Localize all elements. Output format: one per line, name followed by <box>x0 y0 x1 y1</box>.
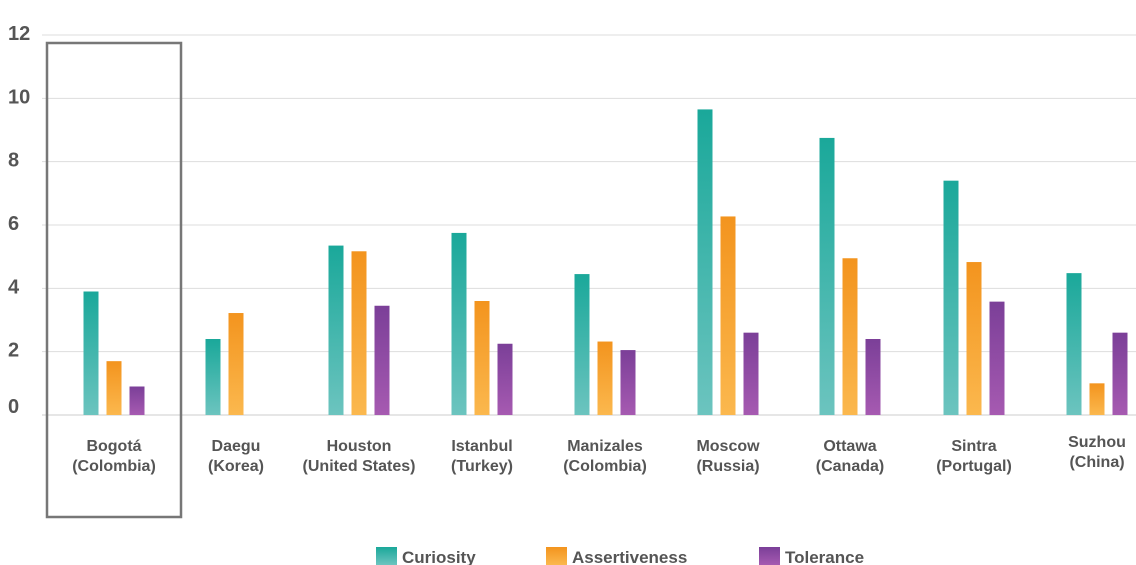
legend-item-tolerance: Tolerance <box>759 547 864 565</box>
bar-assertiveness-ottawa <box>842 258 858 415</box>
y-tick-label: 6 <box>8 213 19 235</box>
bar-tolerance-houston <box>374 305 390 415</box>
category-label: Bogotá (Colombia) <box>72 438 156 475</box>
bar-assertiveness-istanbul <box>474 301 490 415</box>
bars <box>83 109 1128 416</box>
bar-assertiveness-bogota <box>106 361 122 415</box>
legend-swatch <box>759 547 780 565</box>
legend-item-curiosity: Curiosity <box>376 547 476 565</box>
bar-curiosity-sintra <box>943 180 959 415</box>
bar-assertiveness-suzhou <box>1089 383 1105 415</box>
category-label: Suzhou (China) <box>1068 434 1126 471</box>
bar-tolerance-sintra <box>989 301 1005 415</box>
category-label: Moscow (Russia) <box>696 438 760 475</box>
y-tick-label: 0 <box>8 396 19 418</box>
bar-tolerance-ottawa <box>865 339 881 415</box>
y-tick-label: 10 <box>8 86 30 108</box>
legend: Curiosity Assertiveness Tolerance <box>376 547 864 565</box>
legend-swatch <box>546 547 567 565</box>
y-tick-label: 12 <box>8 23 30 45</box>
bar-curiosity-bogota <box>83 291 99 415</box>
legend-label: Tolerance <box>785 548 864 565</box>
bar-curiosity-daegu <box>205 339 221 415</box>
bar-tolerance-manizales <box>620 350 636 415</box>
bar-curiosity-manizales <box>574 274 590 415</box>
legend-swatch <box>376 547 397 565</box>
category-label: Houston (United States) <box>303 438 416 475</box>
bar-curiosity-istanbul <box>451 232 467 415</box>
bar-assertiveness-sintra <box>966 262 982 415</box>
bar-curiosity-houston <box>328 245 344 415</box>
bar-curiosity-suzhou <box>1066 273 1082 415</box>
bar-tolerance-moscow <box>743 332 759 415</box>
legend-label: Curiosity <box>402 548 476 565</box>
category-label: Sintra (Portugal) <box>936 438 1012 475</box>
bar-tolerance-bogota <box>129 386 145 415</box>
bar-curiosity-ottawa <box>819 137 835 415</box>
legend-label: Assertiveness <box>572 548 687 565</box>
bar-assertiveness-daegu <box>228 313 244 415</box>
y-tick-label: 8 <box>8 150 19 172</box>
category-label: Manizales (Colombia) <box>563 438 647 475</box>
y-axis-ticks: 0 2 4 6 8 10 12 <box>8 23 30 418</box>
bar-curiosity-moscow <box>697 109 713 416</box>
bar-assertiveness-houston <box>351 251 367 415</box>
bar-assertiveness-manizales <box>597 341 613 415</box>
highlight-box <box>45 41 183 519</box>
legend-item-assertiveness: Assertiveness <box>546 547 687 565</box>
x-axis-categories: Bogotá (Colombia) Daegu (Korea) Houston (Unit… <box>72 434 1126 475</box>
category-label: Daegu (Korea) <box>208 438 264 475</box>
category-label: Istanbul (Turkey) <box>451 438 513 475</box>
category-label: Ottawa (Canada) <box>816 438 884 475</box>
y-tick-label: 4 <box>8 276 20 298</box>
y-tick-label: 2 <box>8 340 19 362</box>
bar-tolerance-suzhou <box>1112 332 1128 415</box>
bar-assertiveness-moscow <box>720 216 736 415</box>
bar-tolerance-istanbul <box>497 343 513 415</box>
